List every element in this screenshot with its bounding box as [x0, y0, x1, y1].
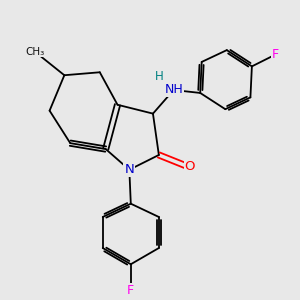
Text: F: F	[127, 284, 134, 297]
Text: N: N	[124, 163, 134, 176]
Text: CH₃: CH₃	[25, 46, 44, 57]
Text: F: F	[272, 48, 279, 61]
Text: O: O	[184, 160, 195, 173]
Text: H: H	[154, 70, 163, 83]
Text: NH: NH	[164, 83, 183, 97]
